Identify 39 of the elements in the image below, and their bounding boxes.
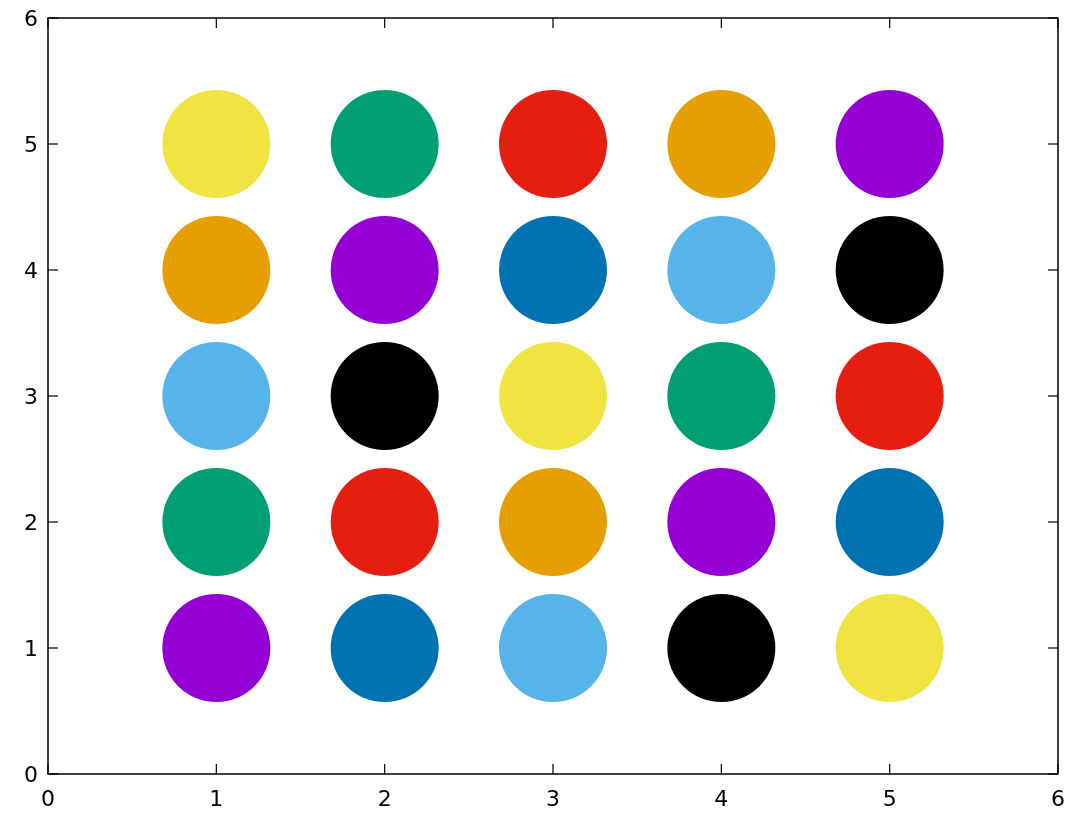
x-tick-label: 5 <box>882 786 897 811</box>
y-tick-label: 5 <box>24 132 38 157</box>
point <box>499 468 607 576</box>
x-tick-label: 2 <box>377 786 392 811</box>
y-tick-label: 1 <box>24 636 38 661</box>
point <box>162 216 271 324</box>
y-tick-label: 6 <box>24 6 38 31</box>
point <box>667 468 776 576</box>
point <box>835 342 944 450</box>
point <box>162 90 271 198</box>
x-tick-label: 4 <box>714 786 729 811</box>
point <box>162 594 271 702</box>
y-tick-label: 2 <box>24 510 38 535</box>
point <box>835 594 944 702</box>
y-tick-label: 0 <box>24 762 38 787</box>
point <box>667 216 776 324</box>
point <box>835 216 944 324</box>
point <box>330 342 439 450</box>
y-tick-label: 3 <box>24 384 38 409</box>
y-tick-label: 4 <box>24 258 38 283</box>
x-tick-label: 6 <box>1051 786 1065 811</box>
x-tick-label: 0 <box>41 786 55 811</box>
point <box>330 216 439 324</box>
point <box>499 594 607 702</box>
x-tick-label: 1 <box>209 786 224 811</box>
point <box>162 468 271 576</box>
point <box>835 90 944 198</box>
point <box>835 468 944 576</box>
point <box>667 342 776 450</box>
point <box>499 216 607 324</box>
point <box>330 90 439 198</box>
point <box>499 90 607 198</box>
point <box>162 342 271 450</box>
point <box>499 342 607 450</box>
point <box>330 594 439 702</box>
point <box>330 468 439 576</box>
x-tick-label: 3 <box>546 786 560 811</box>
point <box>667 90 776 198</box>
point <box>667 594 776 702</box>
